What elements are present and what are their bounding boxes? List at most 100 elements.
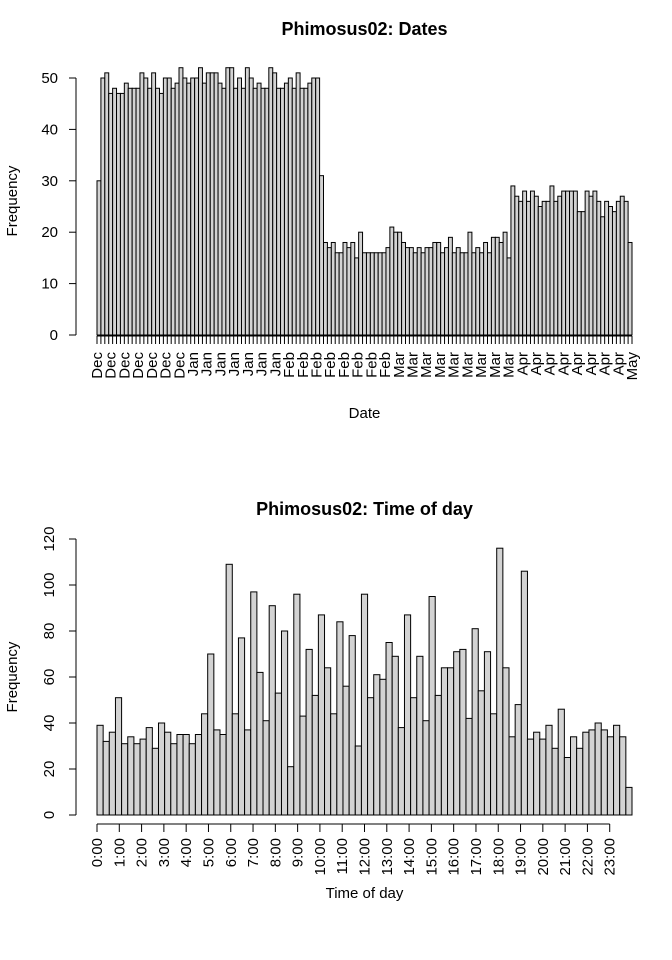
time-bar: [305, 648, 313, 816]
dates-bar: [518, 200, 524, 336]
dates-bar: [233, 87, 239, 336]
dates-bar: [397, 231, 403, 336]
time-x-tick-label: 21:00: [557, 838, 574, 876]
time-bar: [471, 628, 479, 816]
time-bar: [201, 713, 209, 816]
dates-bar: [237, 77, 242, 336]
time-bar: [385, 642, 393, 816]
time-bar: [502, 667, 510, 816]
dates-bar: [162, 77, 168, 336]
time-bar: [496, 547, 504, 816]
time-bar: [96, 724, 104, 816]
dates-bar: [467, 231, 473, 336]
dates-y-tick-label: 20: [41, 224, 58, 241]
time-x-tick-label: 8:00: [267, 838, 284, 867]
dates-bar: [561, 190, 567, 336]
dates-x-tick-label: Feb: [308, 352, 325, 378]
dates-x-tick-label: Jan: [212, 352, 229, 376]
dates-bar: [315, 77, 321, 336]
time-bar: [342, 685, 350, 816]
dates-bar: [139, 72, 145, 336]
dates-bar: [494, 236, 500, 336]
time-bar: [551, 747, 559, 816]
time-of-day-histogram: Phimosus02: Time of day Frequency Time o…: [4, 499, 633, 902]
dates-bar: [143, 77, 149, 336]
dates-bar: [436, 241, 442, 336]
dates-bar: [342, 241, 348, 336]
dates-x-tick-label: Dec: [171, 352, 188, 379]
time-x-tick-label: 23:00: [602, 838, 619, 876]
time-x-axis-label: Time of day: [326, 885, 404, 902]
time-bar: [416, 655, 424, 816]
dates-bar: [487, 252, 492, 336]
time-bar: [613, 724, 621, 816]
time-bar: [262, 720, 270, 816]
time-bar: [133, 743, 141, 816]
dates-bar: [572, 190, 578, 336]
time-bar: [594, 722, 602, 816]
dates-x-tick-label: Feb: [363, 352, 380, 378]
dates-x-tick-label: Mar: [432, 352, 449, 378]
dates-y-tick-label: 10: [41, 276, 58, 293]
time-bar: [570, 736, 578, 816]
dates-bar: [338, 252, 344, 336]
time-bar: [102, 740, 110, 816]
time-y-tick-label: 0: [41, 811, 58, 819]
time-bar: [293, 593, 301, 816]
time-y-tick-label: 100: [41, 572, 58, 597]
dates-bar: [553, 200, 559, 336]
dates-y-tick-label: 50: [41, 70, 58, 87]
dates-bar: [498, 241, 504, 336]
dates-bar: [201, 82, 207, 336]
time-bar: [508, 736, 516, 816]
dates-bar: [611, 211, 617, 336]
dates-x-tick-label: Apr: [583, 352, 600, 375]
dates-bar: [244, 67, 250, 336]
time-bar: [600, 729, 608, 816]
dates-bar: [596, 200, 602, 336]
time-x-tick-label: 5:00: [200, 838, 217, 867]
dates-bar: [584, 190, 590, 336]
dates-bar: [549, 185, 555, 336]
time-x-tick-label: 1:00: [111, 838, 128, 867]
dates-bar: [229, 67, 235, 336]
time-bar: [483, 651, 492, 816]
dates-bar: [182, 77, 188, 336]
dates-bar: [174, 82, 180, 336]
dates-bar: [588, 195, 594, 336]
time-bar: [256, 671, 264, 816]
time-bar: [274, 692, 282, 816]
dates-x-tick-label: Dec: [116, 352, 133, 379]
dates-bar: [619, 195, 625, 336]
time-bar: [391, 655, 399, 816]
dates-bar: [545, 200, 551, 336]
dates-bar: [428, 247, 434, 336]
dates-bar: [280, 87, 285, 336]
time-bar: [317, 614, 326, 816]
dates-bar: [123, 82, 129, 336]
dates-bar: [432, 241, 438, 336]
dates-bar: [260, 87, 266, 336]
dates-x-tick-label: Apr: [569, 352, 586, 375]
time-bar: [139, 738, 147, 816]
time-bar: [324, 667, 332, 816]
dates-x-tick-label: Apr: [528, 352, 545, 375]
time-bar: [108, 731, 116, 816]
time-bar: [588, 729, 596, 816]
dates-x-tick-label: Dec: [144, 352, 161, 379]
time-x-tick-label: 7:00: [245, 838, 262, 867]
dates-bar: [424, 247, 430, 336]
dates-bar: [158, 92, 164, 336]
dates-bar: [479, 252, 485, 336]
dates-bar: [490, 236, 496, 336]
dates-x-tick-label: Jan: [267, 352, 284, 376]
dates-bar: [295, 72, 301, 336]
dates-bar: [311, 77, 317, 336]
dates-bar: [569, 190, 574, 336]
time-bar: [539, 738, 547, 816]
time-bar: [545, 724, 553, 816]
time-x-tick-label: 11:00: [334, 838, 351, 874]
time-bar: [373, 674, 381, 816]
time-bar: [231, 713, 239, 816]
dates-bar: [475, 247, 481, 336]
